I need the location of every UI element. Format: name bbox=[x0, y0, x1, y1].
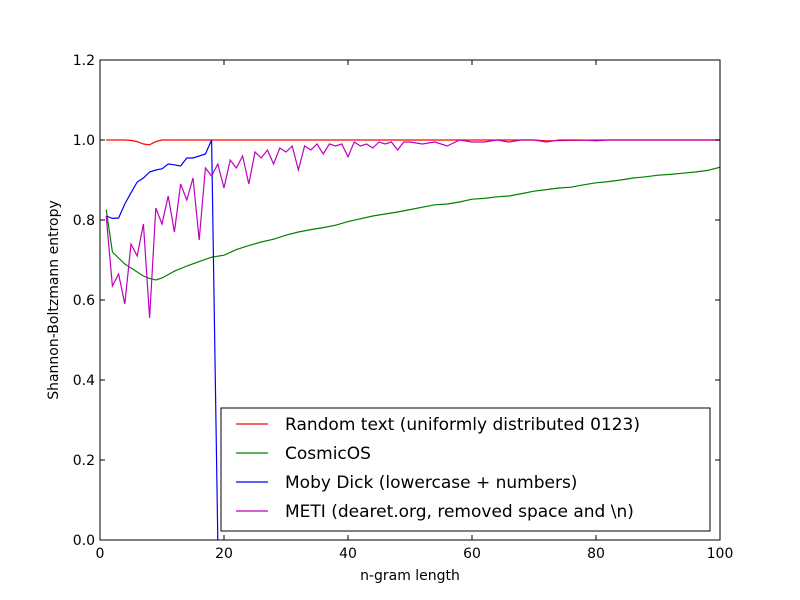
x-tick-label: 60 bbox=[463, 546, 481, 562]
x-axis-label: n-gram length bbox=[360, 568, 460, 584]
y-tick-label: 1.0 bbox=[73, 133, 95, 149]
legend: Random text (uniformly distributed 0123)… bbox=[220, 407, 711, 532]
legend-label-mobydick: Moby Dick (lowercase + numbers) bbox=[285, 473, 577, 493]
y-tick-label: 0.8 bbox=[73, 213, 95, 229]
y-tick-label: 0.2 bbox=[73, 453, 95, 469]
x-tick-label: 80 bbox=[587, 546, 605, 562]
x-tick-label: 0 bbox=[96, 546, 105, 562]
legend-box bbox=[220, 407, 711, 532]
x-tick-label: 100 bbox=[707, 546, 734, 562]
legend-label-random: Random text (uniformly distributed 0123) bbox=[285, 415, 640, 435]
y-tick-label: 0.0 bbox=[73, 533, 95, 549]
y-tick-label: 1.2 bbox=[73, 53, 95, 69]
series-layer bbox=[105, 139, 720, 540]
series-line-1 bbox=[105, 166, 720, 281]
series-line-2 bbox=[105, 139, 219, 540]
y-axis-label: Shannon-Boltzmann entropy bbox=[46, 200, 62, 400]
y-tick-label: 0.4 bbox=[73, 373, 95, 389]
legend-label-meti: METI (dearet.org, removed space and \n) bbox=[285, 502, 634, 522]
y-tick-label: 0.6 bbox=[73, 293, 95, 309]
axis-ticks: 0 20 40 60 80 100 0.0 0.2 0.4 0.6 0.8 1.0 1.2 bbox=[73, 53, 734, 562]
series-line-3 bbox=[105, 139, 720, 319]
legend-label-cosmicos: CosmicOS bbox=[285, 444, 371, 464]
x-tick-label: 20 bbox=[215, 546, 233, 562]
x-tick-label: 40 bbox=[339, 546, 357, 562]
